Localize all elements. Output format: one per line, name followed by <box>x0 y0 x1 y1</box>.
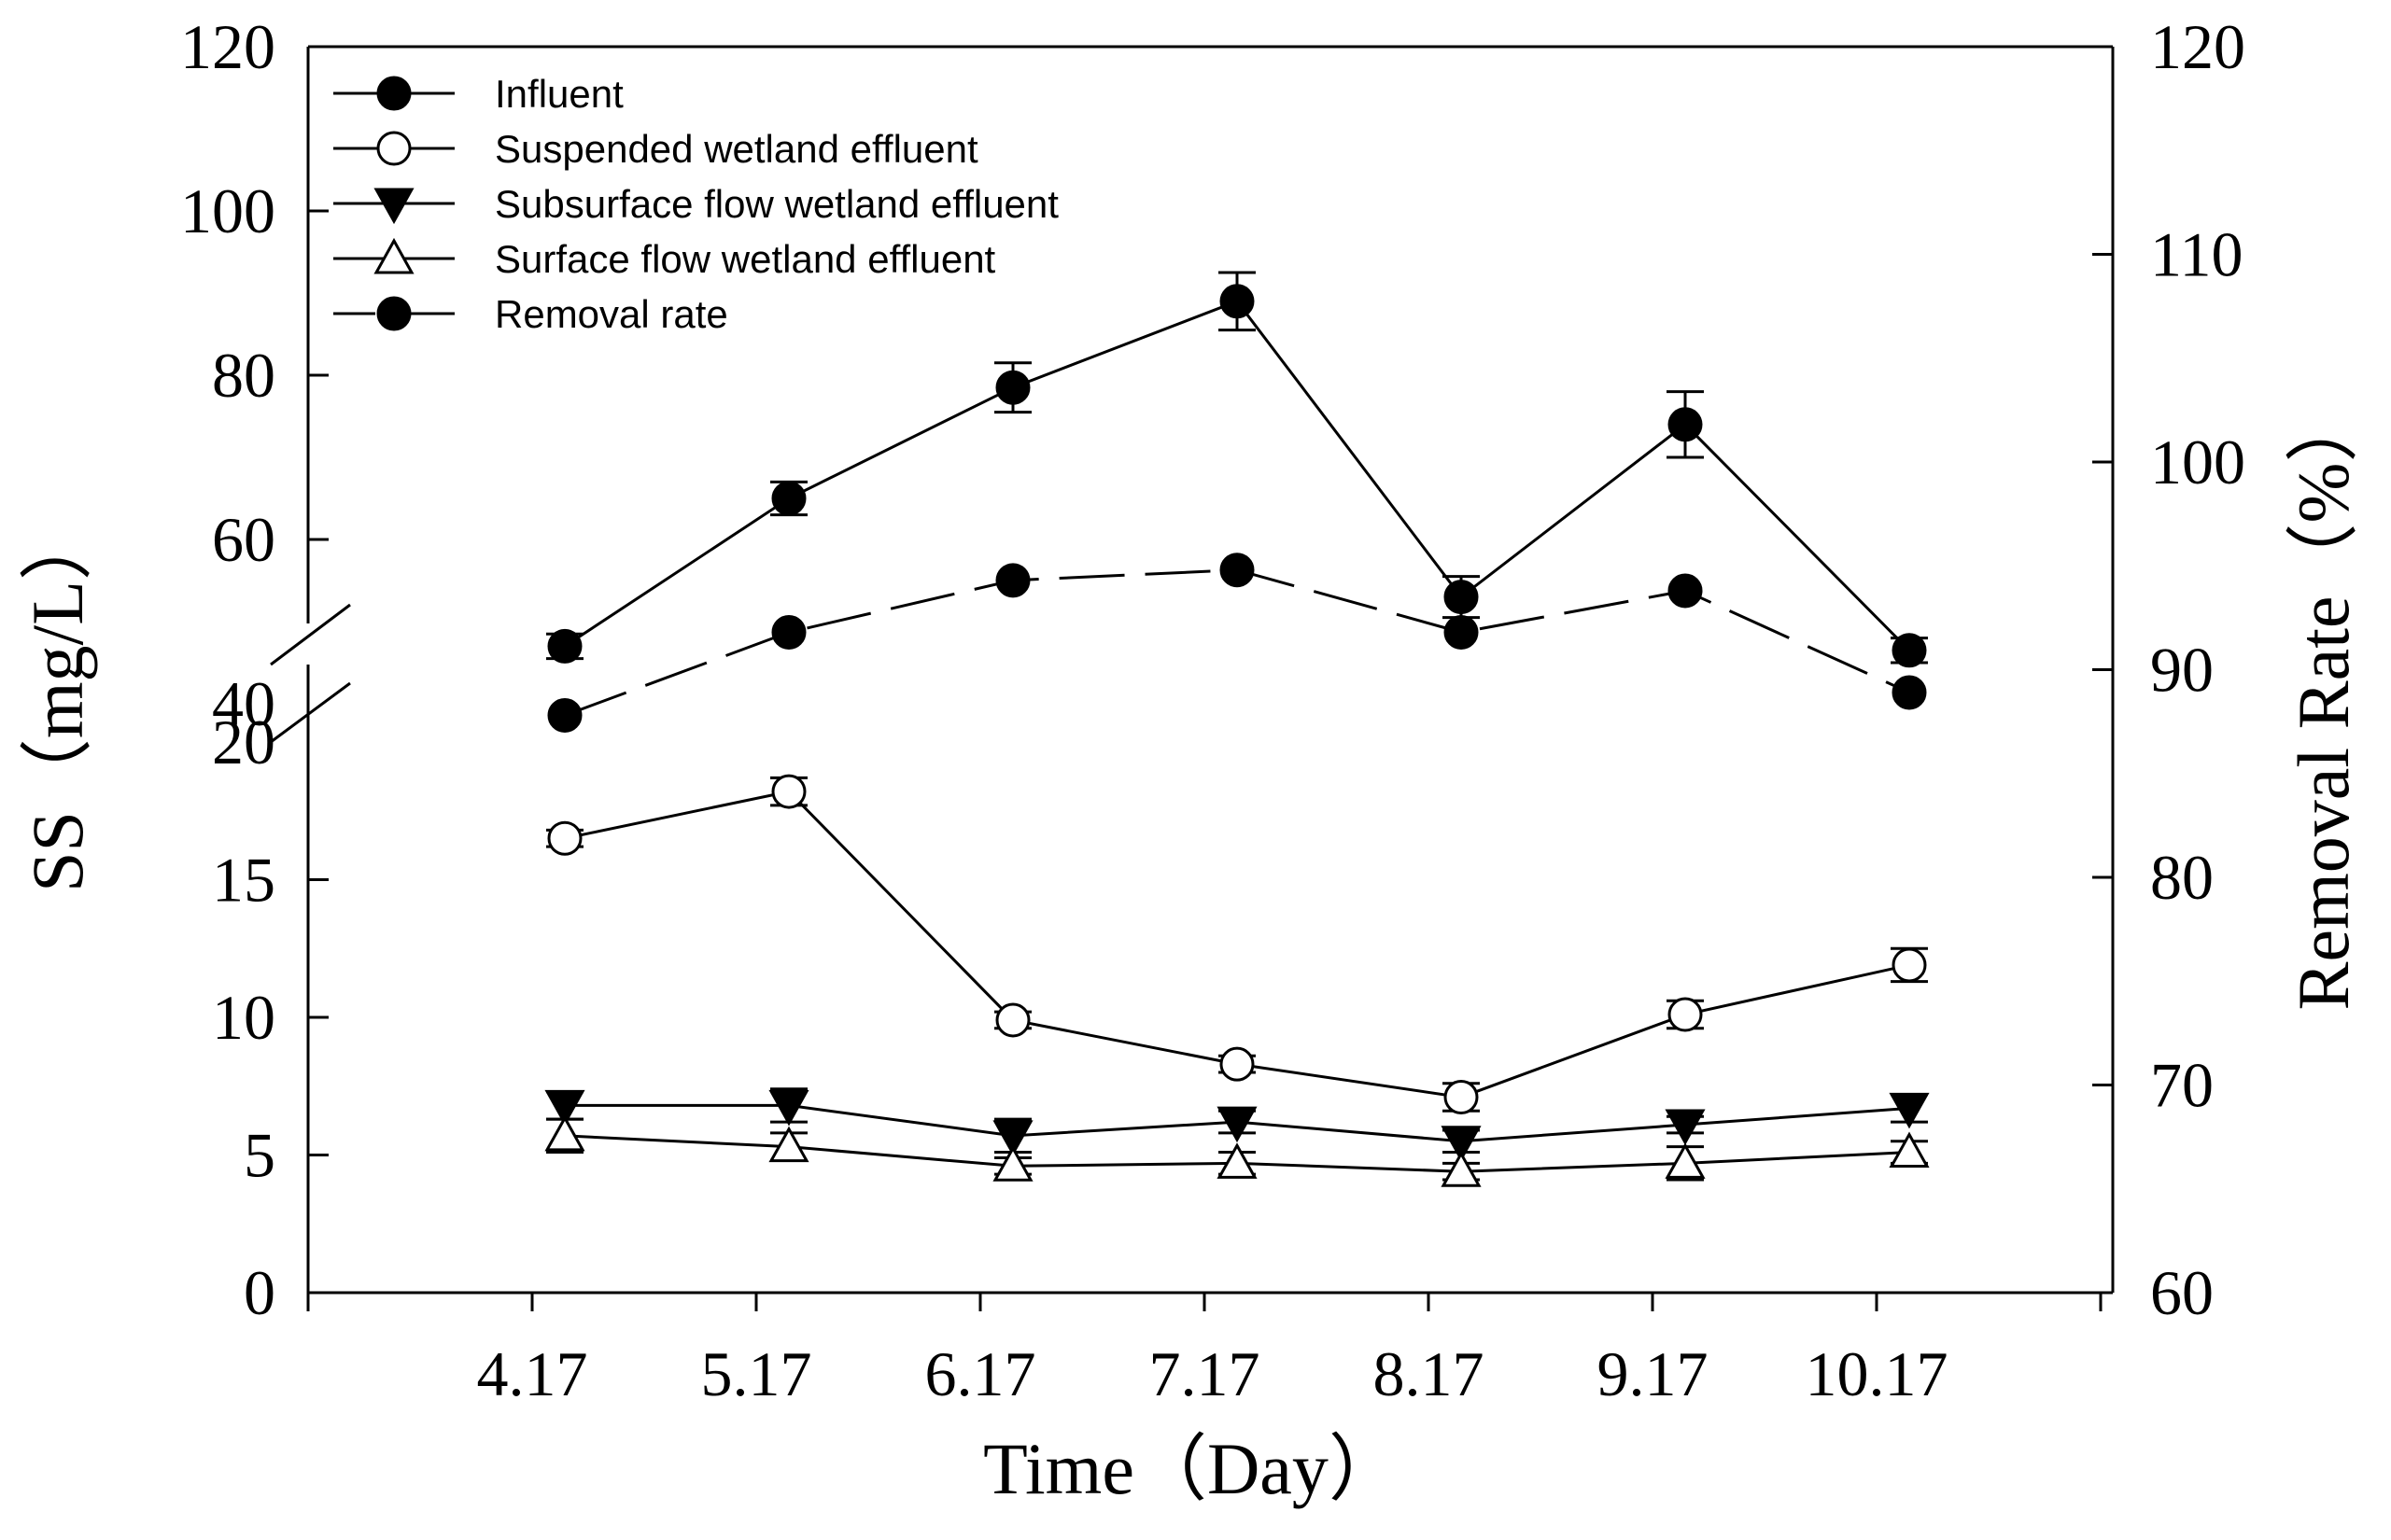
data-point <box>1441 1151 1482 1187</box>
y2-tick-label: 90 <box>2150 635 2214 706</box>
x-tick-label: 8.17 <box>1373 1338 1484 1409</box>
y-tick-label: 120 <box>180 11 275 82</box>
y-tick-label: 60 <box>212 504 275 575</box>
data-point <box>1217 1106 1258 1143</box>
data-point <box>1217 1142 1258 1179</box>
data-point <box>992 1120 1034 1156</box>
y2-tick-label: 120 <box>2150 11 2245 82</box>
y2-axis-title: Removal Rate（%） <box>2283 389 2364 1010</box>
data-point <box>547 820 583 856</box>
x-tick-label: 10.17 <box>1806 1338 1948 1409</box>
data-point <box>544 1114 585 1152</box>
legend-entry: Influent <box>333 72 624 116</box>
axis-break-mark <box>270 603 351 666</box>
y-tick-label: 100 <box>180 175 275 246</box>
legend: Influent Suspended wetland effluent Subsur… <box>333 72 1059 336</box>
legend-entry: Suspended wetland effluent <box>333 127 978 171</box>
legend-label: Surface flow wetland effluent <box>495 237 996 281</box>
legend-entry: Subsurface flow wetland effluent <box>333 182 1059 226</box>
data-point <box>1443 580 1479 615</box>
data-point <box>544 1089 585 1127</box>
data-point <box>1665 1142 1706 1179</box>
data-point <box>768 1126 809 1163</box>
data-point <box>771 481 807 516</box>
series-removal-rate <box>547 553 1927 733</box>
data-point <box>771 774 807 809</box>
y-tick-label: 15 <box>212 845 275 916</box>
data-point <box>1892 675 1927 710</box>
data-point <box>1441 1126 1482 1162</box>
series-layer <box>544 271 1930 1187</box>
x-tick-label: 9.17 <box>1597 1338 1709 1409</box>
legend-marker <box>376 76 412 111</box>
data-point <box>1667 573 1703 609</box>
data-point <box>771 614 807 650</box>
data-point <box>995 1002 1031 1038</box>
legend-marker <box>376 131 412 166</box>
legend-entry: Removal rate <box>333 292 728 336</box>
y2-tick-label: 80 <box>2150 842 2214 913</box>
data-point <box>1667 997 1703 1032</box>
legend-label: Suspended wetland effluent <box>495 127 978 171</box>
data-point <box>1219 553 1255 588</box>
y2-tick-label: 100 <box>2150 427 2245 497</box>
legend-marker <box>376 296 412 331</box>
data-point <box>1665 1109 1706 1146</box>
y2-tick-label: 110 <box>2150 219 2243 290</box>
y-tick-label: 20 <box>212 707 275 777</box>
series-line <box>564 299 1911 651</box>
data-point <box>995 563 1031 598</box>
legend-label: Removal rate <box>495 292 728 336</box>
y-tick-label: 10 <box>212 982 275 1053</box>
plot-frame <box>270 45 2115 1295</box>
data-point <box>1443 1080 1479 1115</box>
legend-label: Subsurface flow wetland effluent <box>495 182 1059 226</box>
x-tick-label: 6.17 <box>925 1338 1036 1409</box>
y-tick-label: 5 <box>244 1120 275 1191</box>
data-point <box>1892 633 1927 668</box>
y-tick-label: 0 <box>244 1257 275 1328</box>
data-point <box>1219 284 1255 319</box>
data-point <box>995 370 1031 405</box>
y2-tick-label: 70 <box>2150 1050 2214 1121</box>
axis-break-mark <box>270 681 351 744</box>
series-influent <box>546 271 1928 668</box>
data-point <box>1889 1092 1930 1129</box>
data-point <box>992 1145 1034 1182</box>
legend-entry: Surface flow wetland effluent <box>333 237 996 281</box>
x-axis-title: Time（Day） <box>983 1428 1401 1509</box>
y2-tick-label: 60 <box>2150 1257 2214 1328</box>
y-tick-label: 80 <box>212 340 275 411</box>
series-suspended-wetland-effluent <box>546 774 1928 1115</box>
y-tick-label: 40 <box>212 668 275 739</box>
legend-marker <box>373 237 415 274</box>
data-point <box>1667 407 1703 442</box>
legend-marker <box>373 188 415 225</box>
series-subsurface-flow-wetland-effluent <box>544 1087 1930 1162</box>
data-point <box>1443 614 1479 650</box>
x-tick-label: 5.17 <box>701 1338 812 1409</box>
data-point <box>768 1089 809 1127</box>
data-point <box>1219 1046 1255 1082</box>
series-line <box>564 568 1910 717</box>
data-point <box>547 628 583 664</box>
x-tick-label: 7.17 <box>1149 1338 1260 1409</box>
series-surface-flow-wetland-effluent <box>544 1114 1930 1187</box>
y-axis-title: SS（mg/L） <box>17 508 98 892</box>
x-tick-label: 4.17 <box>477 1338 588 1409</box>
data-point <box>547 697 583 733</box>
legend-label: Influent <box>495 72 624 116</box>
data-point <box>1889 1131 1930 1169</box>
data-point <box>1892 947 1927 983</box>
